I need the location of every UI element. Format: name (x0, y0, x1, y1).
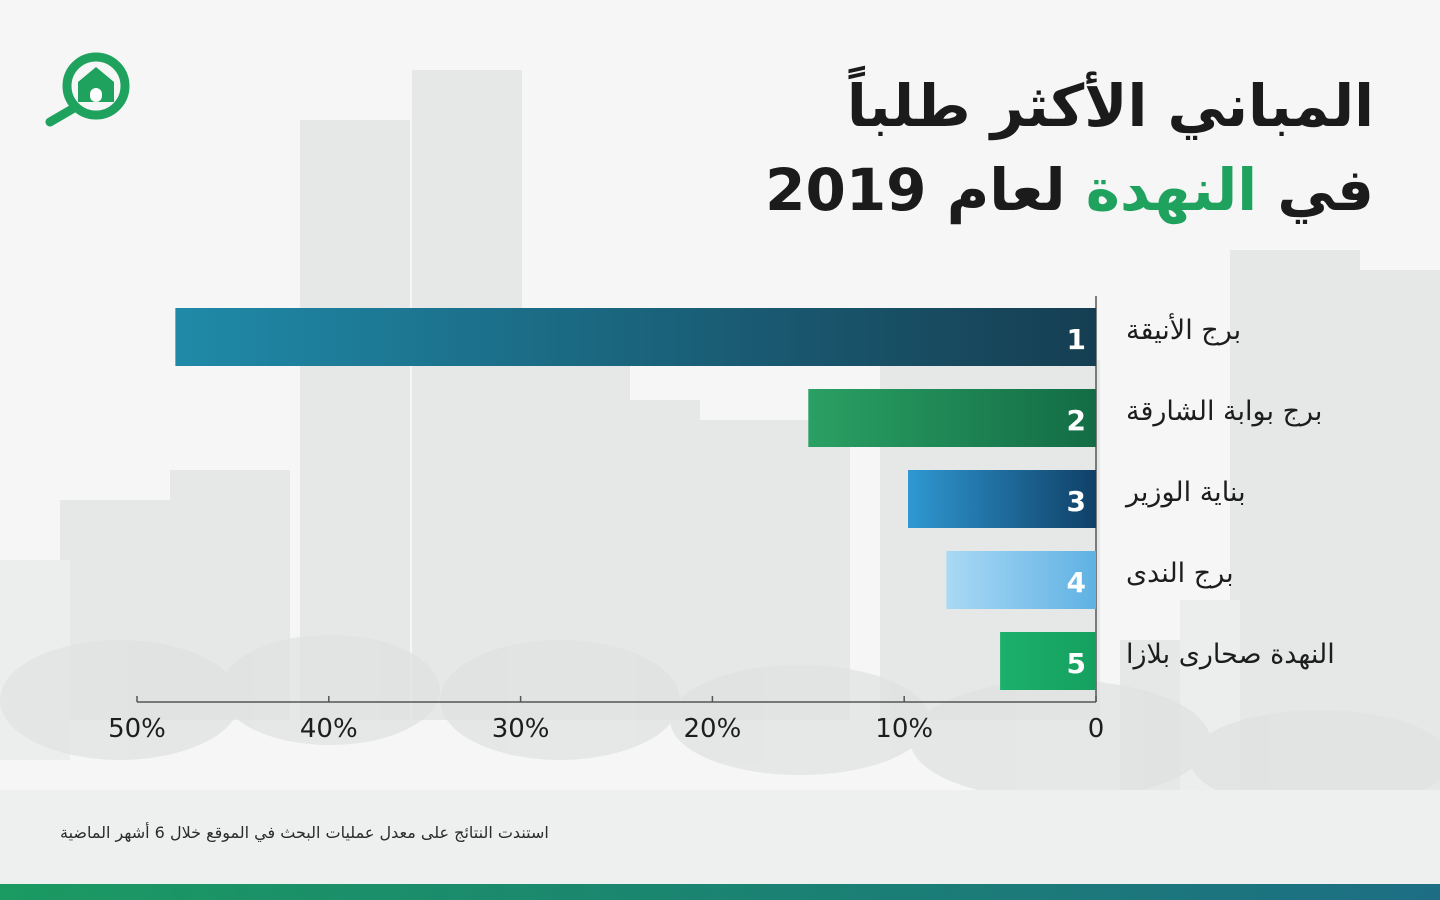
logo-house-magnifier-icon (45, 52, 130, 127)
bars-group: 1 برج الأنيقة 2 برج بوابة الشارقة 3 بناية الو… (175, 308, 1335, 690)
x-tick-label-4: 40% (300, 714, 358, 744)
x-tick-label-3: 30% (492, 714, 550, 744)
bar-3 (908, 470, 1096, 528)
title-suffix: لعام 2019 (765, 156, 1066, 224)
bar-1 (175, 308, 1097, 366)
category-label-5: النهدة صحارى بلازا (1126, 639, 1335, 670)
bottom-strip (0, 884, 1440, 900)
category-label-2: برج بوابة الشارقة (1126, 396, 1322, 427)
bar-rank-label-1: 1 (1067, 323, 1086, 356)
bar-2 (808, 389, 1096, 447)
x-tick-label-2: 20% (684, 714, 742, 744)
footnote: استندت النتائج على معدل عمليات البحث في … (60, 823, 549, 842)
x-tick-label-1: 10% (875, 714, 933, 744)
x-ticks-group: 0 10% 20% 30% 40% 50% (108, 696, 1104, 744)
chart-title-line1: المباني الأكثر طلباً (846, 72, 1374, 140)
category-label-4: برج الندى (1126, 558, 1234, 589)
bar-5 (1000, 632, 1096, 690)
x-tick-label-0: 0 (1088, 714, 1105, 744)
bar-rank-label-2: 2 (1067, 404, 1086, 437)
chart-title-line2: في النهدة لعام 2019 (765, 156, 1374, 224)
bar-rank-label-3: 3 (1067, 485, 1086, 518)
bar-rank-label-5: 5 (1067, 647, 1086, 680)
title-accent: النهدة (1085, 156, 1258, 224)
bar-4 (946, 551, 1096, 609)
bar-rank-label-4: 4 (1067, 566, 1086, 599)
category-label-3: بناية الوزير (1124, 477, 1246, 508)
x-tick-label-5: 50% (108, 714, 166, 744)
category-label-1: برج الأنيقة (1126, 312, 1241, 346)
title-prefix: في (1277, 156, 1374, 224)
